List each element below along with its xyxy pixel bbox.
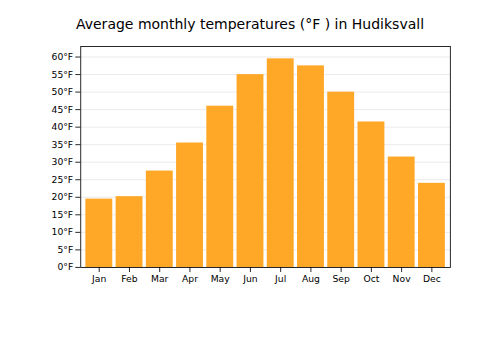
svg-text:Apr: Apr bbox=[182, 273, 198, 284]
svg-text:Oct: Oct bbox=[363, 273, 379, 284]
svg-text:55°F: 55°F bbox=[52, 69, 74, 80]
svg-text:Sep: Sep bbox=[332, 273, 350, 284]
svg-text:Nov: Nov bbox=[393, 273, 412, 284]
svg-text:Mar: Mar bbox=[151, 273, 169, 284]
svg-text:10°F: 10°F bbox=[52, 226, 74, 237]
svg-text:5°F: 5°F bbox=[57, 244, 73, 255]
svg-text:25°F: 25°F bbox=[52, 174, 74, 185]
svg-text:30°F: 30°F bbox=[52, 156, 74, 167]
svg-text:Jan: Jan bbox=[91, 273, 106, 284]
svg-text:0°F: 0°F bbox=[57, 261, 73, 272]
svg-text:Jun: Jun bbox=[242, 273, 258, 284]
svg-text:40°F: 40°F bbox=[52, 121, 74, 132]
svg-text:50°F: 50°F bbox=[52, 86, 74, 97]
svg-text:Feb: Feb bbox=[121, 273, 137, 284]
svg-text:15°F: 15°F bbox=[52, 209, 74, 220]
svg-text:May: May bbox=[211, 273, 231, 284]
html-text:Average monthly temperatures (: Average monthly temperatures (°F ) in Hu… bbox=[76, 16, 424, 32]
svg-text:60°F: 60°F bbox=[52, 51, 74, 62]
svg-text:Jul: Jul bbox=[274, 273, 286, 284]
svg-text:35°F: 35°F bbox=[52, 139, 74, 150]
svg-text:Aug: Aug bbox=[302, 273, 320, 284]
svg-text:Dec: Dec bbox=[423, 273, 441, 284]
svg-text:45°F: 45°F bbox=[52, 104, 74, 115]
svg-text:20°F: 20°F bbox=[52, 191, 74, 202]
